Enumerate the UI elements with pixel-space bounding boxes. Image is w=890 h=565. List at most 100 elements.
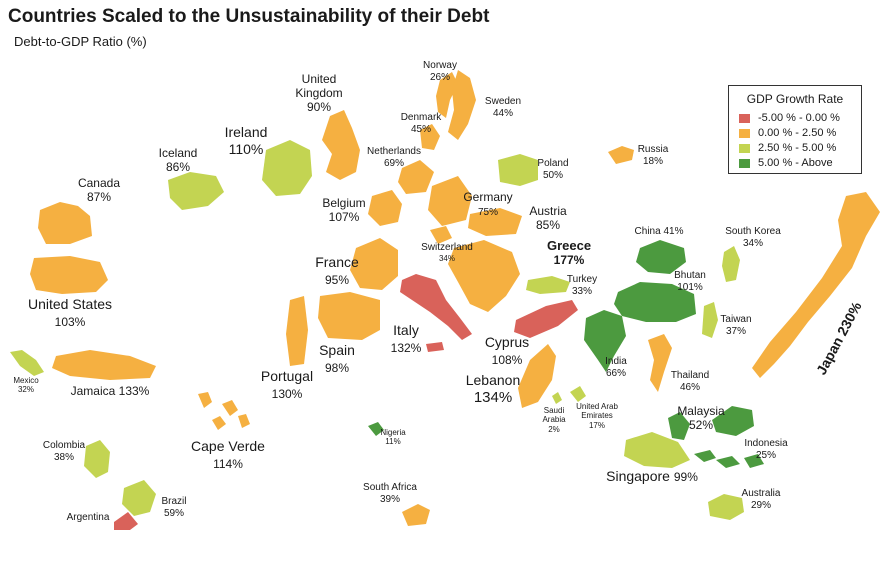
country-label-uae: United Arab Emirates 17% [576, 402, 618, 430]
country-shape-belgium [368, 190, 402, 226]
country-label-russia: Russia 18% [637, 144, 669, 167]
country-shape-bhutan [614, 282, 696, 322]
country-label-spain: Spain 98% [319, 342, 355, 375]
country-shape-russia [608, 146, 634, 164]
legend-item: 2.50 % - 5.00 % [739, 142, 836, 154]
country-shape-colombia [84, 440, 110, 478]
country-label-united-states: United States 103% [27, 296, 113, 329]
legend-swatch [739, 158, 750, 168]
legend-item: 0.00 % - 2.50 % [739, 127, 836, 139]
country-label-iceland: Iceland 86% [158, 146, 198, 175]
legend-item-label: -5.00 % - 0.00 % [758, 112, 840, 124]
country-label-italy: Italy 132% [390, 322, 422, 355]
country-shape-turkey [526, 276, 570, 294]
country-shape-brazil [122, 480, 156, 516]
legend-item: 5.00 % - Above [739, 157, 833, 169]
country-shape-jamaica [52, 350, 156, 380]
country-shape-germany [428, 176, 472, 226]
country-label-malaysia: Malaysia 52% [677, 404, 725, 433]
country-shape-indonesia [694, 450, 764, 468]
country-shape-japan [752, 192, 880, 378]
country-label-singapore: Singapore 99% [606, 468, 698, 484]
country-shape-austria [468, 208, 522, 236]
country-shape-malaysia [668, 406, 754, 440]
legend-item-label: 5.00 % - Above [758, 157, 833, 169]
country-shape-denmark [420, 124, 440, 150]
country-shape-india [584, 310, 626, 372]
country-label-poland: Poland 50% [537, 158, 569, 181]
legend-title: GDP Growth Rate [746, 92, 844, 106]
country-label-belgium: Belgium 107% [322, 196, 366, 225]
country-shape-nigeria [368, 422, 384, 436]
legend: GDP Growth Rate -5.00 % - 0.00 % 0.00 % … [728, 85, 862, 174]
country-shape-spain [318, 292, 380, 340]
country-shape-cape-verde [198, 392, 250, 430]
legend-item-label: 2.50 % - 5.00 % [758, 142, 837, 154]
country-shape-united-states [30, 256, 108, 294]
country-label-bhutan: Bhutan 101% [674, 270, 706, 293]
country-label-ireland: Ireland 110% [224, 124, 268, 157]
country-label-cyprus: Cyprus 108% [484, 334, 530, 367]
map-title: Countries Scaled to the Unsustainability… [8, 6, 490, 27]
country-label-india: India 66% [605, 356, 627, 379]
country-label-argentina: Argentina [66, 512, 110, 523]
map-subtitle: Debt-to-GDP Ratio (%) [14, 34, 147, 49]
country-shape-australia [708, 494, 744, 520]
country-shape-thailand [648, 334, 672, 392]
country-shape-south-korea [722, 246, 740, 282]
country-label-canada: Canada 87% [77, 176, 121, 205]
country-shape-uk [322, 110, 360, 180]
country-shape-canada [38, 202, 92, 244]
legend-swatch [739, 113, 750, 123]
country-shape-portugal [286, 296, 308, 366]
country-shape-italy [400, 274, 472, 352]
country-label-portugal: Portugal 130% [260, 368, 314, 401]
country-label-south-korea: South Korea 34% [725, 226, 781, 249]
country-shape-taiwan [702, 302, 718, 338]
country-label-brazil: Brazil 59% [161, 496, 187, 519]
country-shape-ireland [262, 140, 312, 196]
country-shape-uae [570, 386, 586, 402]
country-shape-norway [436, 72, 458, 118]
country-shape-france [350, 238, 398, 290]
legend-item: -5.00 % - 0.00 % [739, 112, 840, 124]
country-label-germany: Germany 75% [463, 190, 513, 219]
legend-swatch [739, 143, 750, 153]
country-shape-iceland [168, 172, 224, 210]
country-label-france: France 95% [315, 254, 359, 287]
country-shape-poland [498, 154, 538, 186]
country-label-switzerland: Switzerland 34% [421, 242, 473, 263]
country-label-greece: Greece 177% [546, 238, 592, 268]
country-label-denmark: Denmark 45% [400, 112, 442, 135]
legend-item-label: 0.00 % - 2.50 % [758, 127, 837, 139]
country-label-uk: United Kingdom 90% [295, 72, 343, 115]
country-label-nigeria: Nigeria 11% [380, 428, 406, 447]
country-label-australia: Australia 29% [741, 488, 781, 511]
country-shape-switzerland [430, 226, 452, 244]
country-label-turkey: Turkey 33% [566, 274, 598, 297]
country-shape-south-africa [402, 504, 430, 526]
country-label-jamaica: Jamaica 133% [70, 384, 150, 398]
country-label-austria: Austria 85% [529, 204, 567, 233]
country-label-sweden: Sweden 44% [484, 96, 522, 119]
country-label-thailand: Thailand 46% [670, 370, 710, 393]
country-label-south-africa: South Africa 39% [363, 482, 417, 505]
legend-swatch [739, 128, 750, 138]
country-label-lebanon: Lebanon 134% [465, 372, 521, 406]
country-shape-cyprus [514, 300, 578, 338]
country-label-mexico: Mexico 32% [13, 376, 39, 395]
country-label-china: China 41% [634, 226, 684, 237]
country-label-colombia: Colombia 38% [42, 440, 86, 463]
country-shape-netherlands [398, 160, 434, 194]
country-label-cape-verde: Cape Verde 114% [191, 438, 265, 471]
country-shape-saudi-arabia [552, 392, 562, 404]
country-shape-lebanon [518, 344, 556, 408]
country-shape-argentina [114, 512, 138, 530]
country-label-netherlands: Netherlands 69% [367, 146, 421, 169]
country-shape-sweden [448, 70, 476, 140]
country-label-indonesia: Indonesia 25% [744, 438, 788, 461]
country-shape-mexico [10, 350, 44, 376]
country-shape-china [636, 240, 686, 274]
country-shape-singapore [624, 432, 690, 468]
